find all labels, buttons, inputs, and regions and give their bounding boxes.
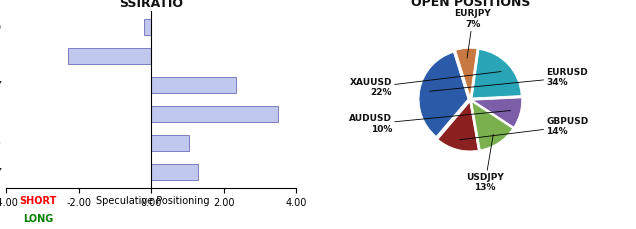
Text: EURUSD
34%: EURUSD 34% [429, 68, 588, 91]
Text: SHORT: SHORT [20, 196, 57, 206]
Text: LONG: LONG [23, 214, 53, 224]
Wedge shape [456, 48, 477, 97]
Bar [151, 77, 236, 93]
Title: SSIRATIO: SSIRATIO [119, 0, 183, 10]
Wedge shape [438, 102, 478, 151]
Text: AUDUSD
10%: AUDUSD 10% [349, 111, 511, 134]
Wedge shape [419, 52, 468, 136]
Wedge shape [472, 49, 521, 98]
Bar [68, 48, 151, 64]
Text: USDJPY
13%: USDJPY 13% [466, 134, 504, 193]
Bar [151, 106, 278, 122]
Bar [151, 135, 189, 151]
Text: GBPUSD
14%: GBPUSD 14% [459, 117, 588, 140]
Wedge shape [473, 98, 522, 127]
Text: XAUUSD
22%: XAUUSD 22% [350, 71, 501, 97]
Text: EURJPY
7%: EURJPY 7% [455, 9, 491, 58]
Bar [144, 19, 151, 35]
Wedge shape [472, 102, 513, 150]
Bar [151, 164, 198, 180]
Title: OPEN POSITIONS: OPEN POSITIONS [411, 0, 530, 9]
Text: Speculative Positioning: Speculative Positioning [96, 196, 209, 206]
